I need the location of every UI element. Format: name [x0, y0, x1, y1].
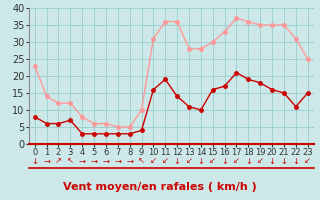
- Text: ↓: ↓: [268, 156, 276, 166]
- Text: Vent moyen/en rafales ( km/h ): Vent moyen/en rafales ( km/h ): [63, 182, 257, 192]
- Text: ↓: ↓: [174, 156, 180, 166]
- Text: ↖: ↖: [67, 156, 74, 166]
- Text: ↓: ↓: [221, 156, 228, 166]
- Text: ↙: ↙: [162, 156, 169, 166]
- Text: ↙: ↙: [304, 156, 311, 166]
- Text: →: →: [91, 156, 98, 166]
- Text: →: →: [43, 156, 50, 166]
- Text: ↙: ↙: [150, 156, 157, 166]
- Text: →: →: [114, 156, 121, 166]
- Text: ↙: ↙: [257, 156, 264, 166]
- Text: ↗: ↗: [55, 156, 62, 166]
- Text: ↓: ↓: [197, 156, 204, 166]
- Text: ↓: ↓: [292, 156, 299, 166]
- Text: ↙: ↙: [186, 156, 193, 166]
- Text: →: →: [79, 156, 86, 166]
- Text: ↙: ↙: [209, 156, 216, 166]
- Text: ↓: ↓: [245, 156, 252, 166]
- Text: →: →: [102, 156, 109, 166]
- Text: ↓: ↓: [280, 156, 287, 166]
- Text: →: →: [126, 156, 133, 166]
- Text: ↓: ↓: [31, 156, 38, 166]
- Text: ↖: ↖: [138, 156, 145, 166]
- Text: ↙: ↙: [233, 156, 240, 166]
